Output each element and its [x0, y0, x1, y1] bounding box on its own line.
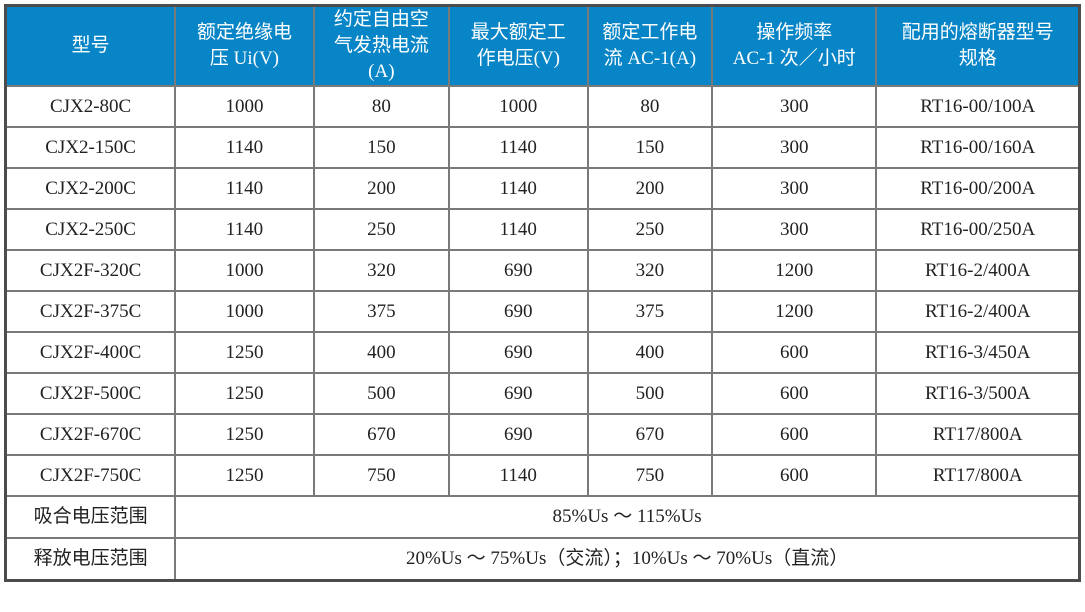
header-cell-col6: 操作频率 AC-1 次／小时: [711, 4, 878, 87]
value-cell: 1140: [448, 454, 589, 497]
value-cell: 500: [586, 372, 714, 415]
header-cell-col4: 最大额定工 作电压(V): [448, 4, 589, 87]
value-cell: RT16-2/400A: [875, 290, 1081, 333]
value-cell: 80: [312, 85, 451, 128]
value-cell: 150: [312, 126, 451, 169]
value-cell: 300: [711, 208, 878, 251]
model-cell: CJX2-200C: [4, 167, 177, 210]
value-cell: 1200: [711, 249, 878, 292]
model-cell: CJX2F-320C: [4, 249, 177, 292]
value-cell: RT17/800A: [875, 413, 1081, 456]
value-cell: 250: [586, 208, 714, 251]
value-cell: RT16-3/500A: [875, 372, 1081, 415]
value-cell: 600: [711, 372, 878, 415]
value-cell: 150: [586, 126, 714, 169]
value-cell: 1000: [174, 290, 315, 333]
value-cell: 1250: [174, 372, 315, 415]
footer-label-cell: 吸合电压范围: [4, 495, 177, 539]
value-cell: 375: [586, 290, 714, 333]
value-cell: RT17/800A: [875, 454, 1081, 497]
value-cell: 690: [448, 331, 589, 374]
value-cell: 300: [711, 126, 878, 169]
value-cell: 1200: [711, 290, 878, 333]
footer-row: 释放电压范围 20%Us ～ 75%Us（交流）；10%Us ～ 70%Us（直流…: [4, 537, 1081, 582]
value-cell: 500: [312, 372, 451, 415]
value-cell: 690: [448, 413, 589, 456]
value-cell: 600: [711, 454, 878, 497]
footer-value-cell: 85%Us ～ 115%Us: [174, 495, 1081, 539]
value-cell: 1140: [448, 167, 589, 210]
value-cell: 320: [312, 249, 451, 292]
header-cell-col5: 额定工作电 流 AC-1(A): [586, 4, 714, 87]
table-row: CJX2F-400C 1250 400 690 400 600 RT16-3/450A: [4, 331, 1081, 374]
header-cell-col7: 配用的熔断器型号 规格: [875, 4, 1081, 87]
value-cell: 1250: [174, 454, 315, 497]
table-row: CJX2F-375C 1000 375 690 375 1200 RT16-2/400A: [4, 290, 1081, 333]
value-cell: RT16-00/250A: [875, 208, 1081, 251]
model-cell: CJX2F-400C: [4, 331, 177, 374]
value-cell: 1140: [174, 167, 315, 210]
model-cell: CJX2F-500C: [4, 372, 177, 415]
model-cell: CJX2-150C: [4, 126, 177, 169]
value-cell: 80: [586, 85, 714, 128]
value-cell: 750: [586, 454, 714, 497]
table-row: CJX2F-500C 1250 500 690 500 600 RT16-3/500A: [4, 372, 1081, 415]
model-cell: CJX2F-375C: [4, 290, 177, 333]
table-row: CJX2F-670C 1250 670 690 670 600 RT17/800A: [4, 413, 1081, 456]
value-cell: 1000: [448, 85, 589, 128]
value-cell: RT16-2/400A: [875, 249, 1081, 292]
value-cell: 1140: [174, 126, 315, 169]
model-cell: CJX2F-750C: [4, 454, 177, 497]
table-row: CJX2F-320C 1000 320 690 320 1200 RT16-2/400A: [4, 249, 1081, 292]
value-cell: RT16-00/160A: [875, 126, 1081, 169]
value-cell: 670: [312, 413, 451, 456]
footer-label-cell: 释放电压范围: [4, 537, 177, 582]
value-cell: 1140: [174, 208, 315, 251]
value-cell: RT16-3/450A: [875, 331, 1081, 374]
value-cell: RT16-00/100A: [875, 85, 1081, 128]
header-cell-col3: 约定自由空 气发热电流 (A): [312, 4, 451, 87]
table-row: CJX2-150C 1140 150 1140 150 300 RT16-00/160A: [4, 126, 1081, 169]
header-cell-col2: 额定绝缘电 压 Ui(V): [174, 4, 315, 87]
value-cell: 400: [586, 331, 714, 374]
value-cell: 200: [312, 167, 451, 210]
table-row: CJX2F-750C 1250 750 1140 750 600 RT17/800A: [4, 454, 1081, 497]
value-cell: 600: [711, 413, 878, 456]
value-cell: 690: [448, 372, 589, 415]
value-cell: 1140: [448, 126, 589, 169]
value-cell: 1000: [174, 85, 315, 128]
value-cell: 400: [312, 331, 451, 374]
model-cell: CJX2-250C: [4, 208, 177, 251]
table-header-row: 型号 额定绝缘电 压 Ui(V) 约定自由空 气发热电流 (A) 最大额定工 作电压(…: [4, 4, 1081, 87]
footer-row: 吸合电压范围 85%Us ～ 115%Us: [4, 495, 1081, 539]
value-cell: 300: [711, 85, 878, 128]
footer-value-cell: 20%Us ～ 75%Us（交流）；10%Us ～ 70%Us（直流）: [174, 537, 1081, 582]
value-cell: 250: [312, 208, 451, 251]
value-cell: 375: [312, 290, 451, 333]
value-cell: 320: [586, 249, 714, 292]
value-cell: 750: [312, 454, 451, 497]
value-cell: 1140: [448, 208, 589, 251]
value-cell: 690: [448, 290, 589, 333]
table-row: CJX2-200C 1140 200 1140 200 300 RT16-00/200A: [4, 167, 1081, 210]
value-cell: 1250: [174, 331, 315, 374]
value-cell: 690: [448, 249, 589, 292]
value-cell: 200: [586, 167, 714, 210]
value-cell: RT16-00/200A: [875, 167, 1081, 210]
model-cell: CJX2F-670C: [4, 413, 177, 456]
contactor-spec-table: 型号 额定绝缘电 压 Ui(V) 约定自由空 气发热电流 (A) 最大额定工 作电压(…: [4, 4, 1081, 582]
table-row: CJX2-250C 1140 250 1140 250 300 RT16-00/250A: [4, 208, 1081, 251]
value-cell: 300: [711, 167, 878, 210]
value-cell: 1250: [174, 413, 315, 456]
header-cell-col1: 型号: [4, 4, 177, 87]
value-cell: 670: [586, 413, 714, 456]
value-cell: 600: [711, 331, 878, 374]
table-row: CJX2-80C 1000 80 1000 80 300 RT16-00/100A: [4, 85, 1081, 128]
model-cell: CJX2-80C: [4, 85, 177, 128]
value-cell: 1000: [174, 249, 315, 292]
